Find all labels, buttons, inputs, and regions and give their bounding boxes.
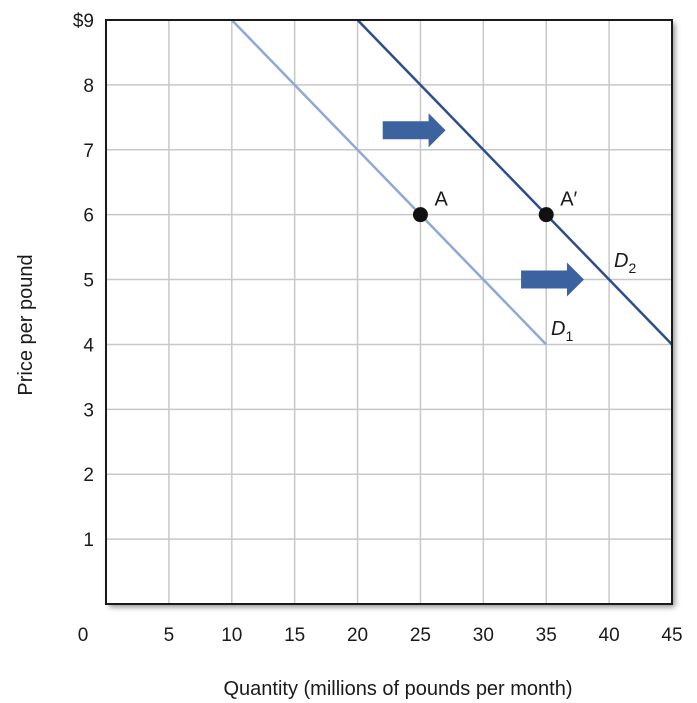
x-tick-label: 5 bbox=[164, 625, 175, 646]
plot-area bbox=[106, 20, 672, 604]
y-tick-label: 7 bbox=[83, 141, 94, 162]
demand-curve-2 bbox=[356, 19, 673, 346]
shift-arrows bbox=[382, 113, 584, 297]
y-tick-label: 6 bbox=[83, 206, 94, 227]
point-marker-2 bbox=[538, 207, 554, 223]
x-tick-label: 35 bbox=[536, 625, 557, 646]
y-tick-label: 5 bbox=[83, 271, 94, 292]
curve-label-d2-subscript: 2 bbox=[628, 260, 636, 276]
y-tick-label: 3 bbox=[83, 400, 94, 421]
x-tick-label: 15 bbox=[284, 625, 305, 646]
point-label-2: A′ bbox=[560, 189, 577, 211]
y-tick-label: 8 bbox=[83, 76, 94, 97]
y-axis-title: Price per pound bbox=[15, 254, 37, 395]
x-tick-label: 30 bbox=[473, 625, 494, 646]
point-label-1: A bbox=[434, 189, 448, 211]
shift-arrow-1 bbox=[382, 113, 446, 148]
curve-label-d1-subscript: 1 bbox=[565, 328, 573, 344]
x-axis-title: Quantity (millions of pounds per month) bbox=[223, 678, 572, 700]
y-tick-label: 2 bbox=[83, 465, 94, 486]
plot-frame bbox=[105, 19, 673, 605]
x-tick-label: 10 bbox=[221, 625, 242, 646]
y-tick-label: 1 bbox=[83, 530, 94, 551]
y-tick-label: 4 bbox=[83, 335, 94, 356]
equilibrium-points: A A′ bbox=[412, 189, 578, 223]
point-marker-1 bbox=[412, 207, 428, 223]
x-axis-ticks: 0 5 10 15 20 25 30 35 40 45 bbox=[78, 625, 683, 646]
y-tick-label: $9 bbox=[73, 11, 94, 32]
shift-arrow-2 bbox=[521, 262, 584, 297]
x-tick-label: 0 bbox=[78, 625, 89, 646]
x-tick-label: 45 bbox=[661, 625, 682, 646]
y-axis-ticks: 1 2 3 4 5 6 7 8 $9 bbox=[73, 11, 95, 551]
x-tick-label: 40 bbox=[599, 625, 620, 646]
x-tick-label: 20 bbox=[347, 625, 368, 646]
x-tick-label: 25 bbox=[410, 625, 431, 646]
demand-curve-1 bbox=[230, 19, 548, 346]
